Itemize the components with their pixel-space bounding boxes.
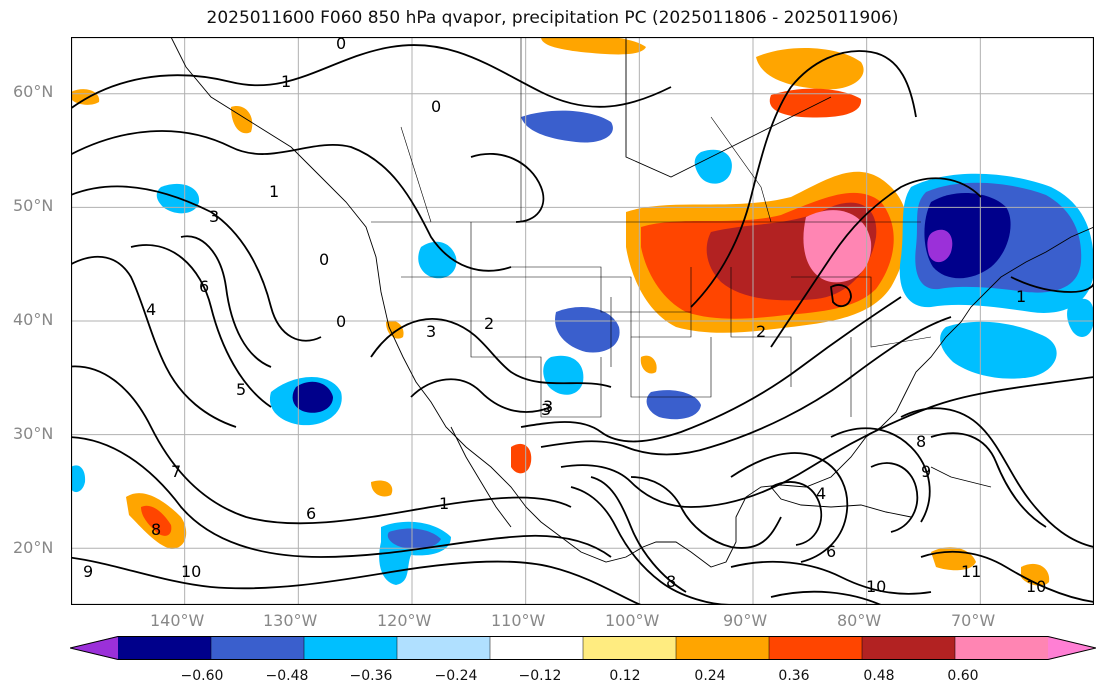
lat-label-40n: 40°N xyxy=(13,310,54,329)
contour-label: 1 xyxy=(281,72,291,91)
colorbar-segment xyxy=(676,636,770,660)
contour-label: 4 xyxy=(146,300,156,319)
contour-labels: 0 1 0 3 1 0 0 3 2 4 6 5 7 3 3 1 6 8 9 10… xyxy=(83,37,1046,596)
contour-label: 8 xyxy=(666,572,676,591)
contour-label: 3 xyxy=(541,400,551,419)
lat-label-60n: 60°N xyxy=(13,82,54,101)
contour-label: 1 xyxy=(1016,287,1026,306)
map-panel: 0 1 0 3 1 0 0 3 2 4 6 5 7 3 3 1 6 8 9 10… xyxy=(71,37,1094,605)
colorbar-segment xyxy=(304,636,398,660)
colorbar-tick: 0.12 xyxy=(609,668,641,684)
precip-shading xyxy=(71,37,1094,586)
lon-label-120w: 120°W xyxy=(377,611,432,630)
contour-label: 0 xyxy=(336,312,346,331)
map-frame xyxy=(71,37,1094,605)
contour-label: 1 xyxy=(439,494,449,513)
colorbar-tick: −0.36 xyxy=(349,668,393,684)
contour-label: 0 xyxy=(336,37,346,53)
contour-label: 4 xyxy=(816,484,826,503)
colorbar-svg xyxy=(69,636,1097,660)
lat-label-50n: 50°N xyxy=(13,196,54,215)
colorbar-tick: −0.48 xyxy=(265,668,309,684)
graticule xyxy=(71,37,1094,605)
colorbar-extend-min xyxy=(70,636,118,660)
contour-label: 11 xyxy=(961,562,981,581)
colorbar-segment xyxy=(211,636,305,660)
lat-label-20n: 20°N xyxy=(13,538,54,557)
colorbar-segment xyxy=(955,636,1049,660)
contour-label: 10 xyxy=(181,562,201,581)
lat-label-30n: 30°N xyxy=(13,424,54,443)
lon-label-130w: 130°W xyxy=(263,611,318,630)
contour-label: 0 xyxy=(431,97,441,116)
lon-label-70w: 70°W xyxy=(951,611,996,630)
coastlines xyxy=(170,37,1094,568)
colorbar-tick: 0.48 xyxy=(863,668,895,684)
contour-label: 9 xyxy=(921,462,931,481)
colorbar-segment xyxy=(862,636,956,660)
colorbar-tick: 0.60 xyxy=(947,668,979,684)
contour-label: 3 xyxy=(426,322,436,341)
contour-label: 3 xyxy=(543,397,553,416)
colorbar-tick: 0.36 xyxy=(778,668,810,684)
contour-label: 8 xyxy=(916,432,926,451)
contour-label: 2 xyxy=(484,314,494,333)
map-title: 2025011600 F060 850 hPa qvapor, precipit… xyxy=(206,8,899,28)
colorbar-tick: −0.60 xyxy=(180,668,224,684)
contour-label: 9 xyxy=(83,562,93,581)
contour-label: 7 xyxy=(171,462,181,481)
map-canvas: 0 1 0 3 1 0 0 3 2 4 6 5 7 3 3 1 6 8 9 10… xyxy=(71,37,1094,605)
contour-label: 6 xyxy=(199,277,209,296)
colorbar xyxy=(69,636,1097,660)
colorbar-segment xyxy=(397,636,491,660)
colorbar-extend-max xyxy=(1048,636,1096,660)
colorbar-segment xyxy=(769,636,863,660)
contour-label: 6 xyxy=(306,504,316,523)
lon-label-140w: 140°W xyxy=(150,611,205,630)
contour-label: 10 xyxy=(866,577,886,596)
colorbar-segment xyxy=(490,636,584,660)
colorbar-segment xyxy=(583,636,677,660)
contour-label: 5 xyxy=(236,380,246,399)
contour-label: 10 xyxy=(1026,577,1046,596)
lon-label-90w: 90°W xyxy=(723,611,768,630)
contour-label: 3 xyxy=(209,207,219,226)
lon-label-80w: 80°W xyxy=(837,611,882,630)
contour-label: 2 xyxy=(756,322,766,341)
colorbar-tick: −0.12 xyxy=(518,668,562,684)
state-borders xyxy=(371,37,932,418)
colorbar-segment xyxy=(118,636,212,660)
colorbar-tick: −0.24 xyxy=(434,668,478,684)
contour-label: 6 xyxy=(826,542,836,561)
colorbar-tick: 0.24 xyxy=(694,668,726,684)
lon-label-100w: 100°W xyxy=(605,611,660,630)
contour-label: 8 xyxy=(151,520,161,539)
contour-label: 1 xyxy=(269,182,279,201)
lon-label-110w: 110°W xyxy=(491,611,546,630)
qvapor-contours xyxy=(71,44,1094,605)
contour-label: 0 xyxy=(319,250,329,269)
